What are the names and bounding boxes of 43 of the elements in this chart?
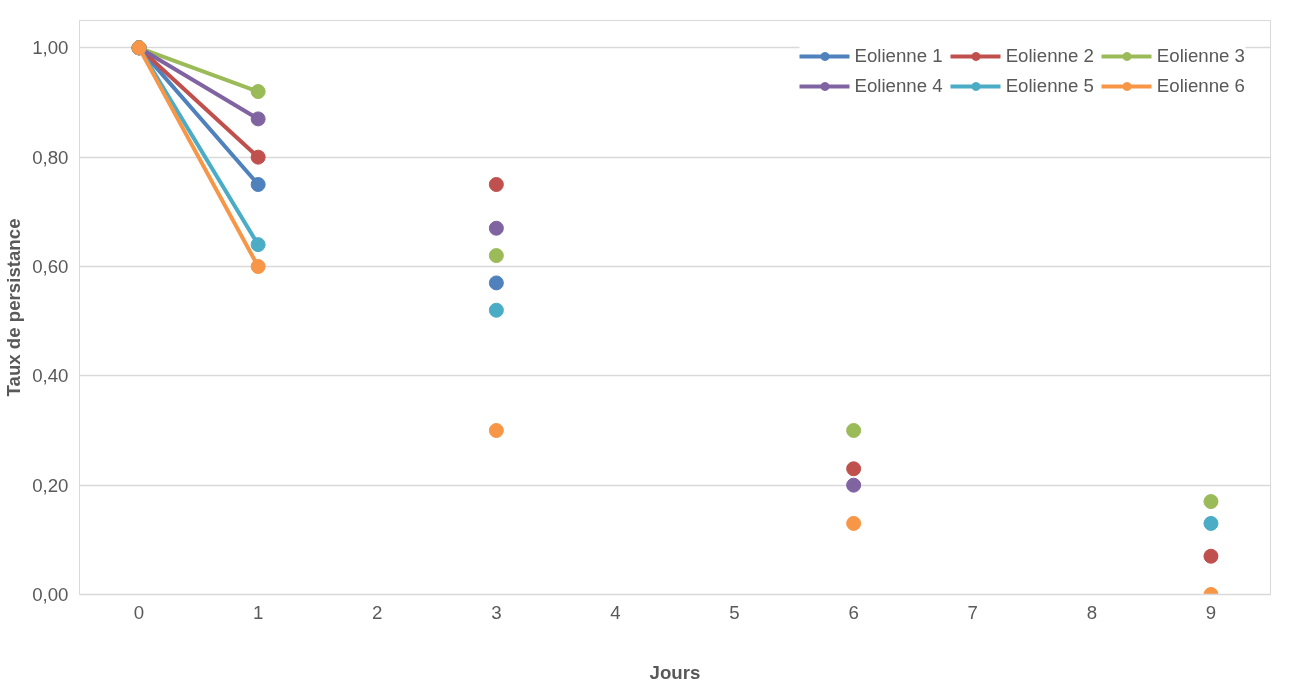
point <box>846 515 862 531</box>
point <box>488 302 504 318</box>
point <box>488 275 504 291</box>
point <box>250 149 266 165</box>
x-tick-label: 3 <box>491 601 502 623</box>
point <box>250 259 266 274</box>
point <box>846 477 862 493</box>
legend-label: Eolienne 2 <box>1005 45 1094 67</box>
point <box>488 248 504 264</box>
x-tick-label: 7 <box>967 601 978 623</box>
x-tick-label: 6 <box>848 601 859 623</box>
legend-label: Eolienne 1 <box>854 45 943 67</box>
y-tick-label: 0,60 <box>32 256 69 277</box>
point <box>488 423 504 438</box>
point <box>1203 494 1219 510</box>
y-tick-label: 0,20 <box>32 474 69 496</box>
x-tick-label: 0 <box>133 601 145 623</box>
point <box>1203 548 1219 564</box>
point <box>846 461 862 477</box>
x-tick-label: 9 <box>1205 601 1217 623</box>
legend-label: Eolienne 5 <box>1005 75 1094 97</box>
point <box>250 237 266 253</box>
x-tick-label: 1 <box>252 601 264 623</box>
x-axis-title: Jours <box>649 661 701 683</box>
x-tick-label: 4 <box>610 601 621 623</box>
x-tick-label: 2 <box>372 601 383 623</box>
point <box>250 84 266 100</box>
x-tick-label: 5 <box>729 601 740 623</box>
legend-label: Eolienne 4 <box>854 75 943 97</box>
point <box>250 177 266 192</box>
y-tick-label: 0,40 <box>32 365 69 387</box>
legend-label: Eolienne 6 <box>1156 75 1245 97</box>
y-axis-title: Taux de persistance <box>3 218 25 397</box>
point <box>488 220 504 236</box>
x-tick-label: 8 <box>1086 601 1098 623</box>
point <box>250 111 266 127</box>
legend-label: Eolienne 3 <box>1156 45 1245 67</box>
point <box>1203 515 1219 531</box>
y-tick-label: 0,00 <box>32 584 69 605</box>
y-tick-label: 1,00 <box>32 37 69 59</box>
point <box>846 423 862 438</box>
point <box>488 177 504 192</box>
y-tick-label: 0,80 <box>32 146 69 168</box>
